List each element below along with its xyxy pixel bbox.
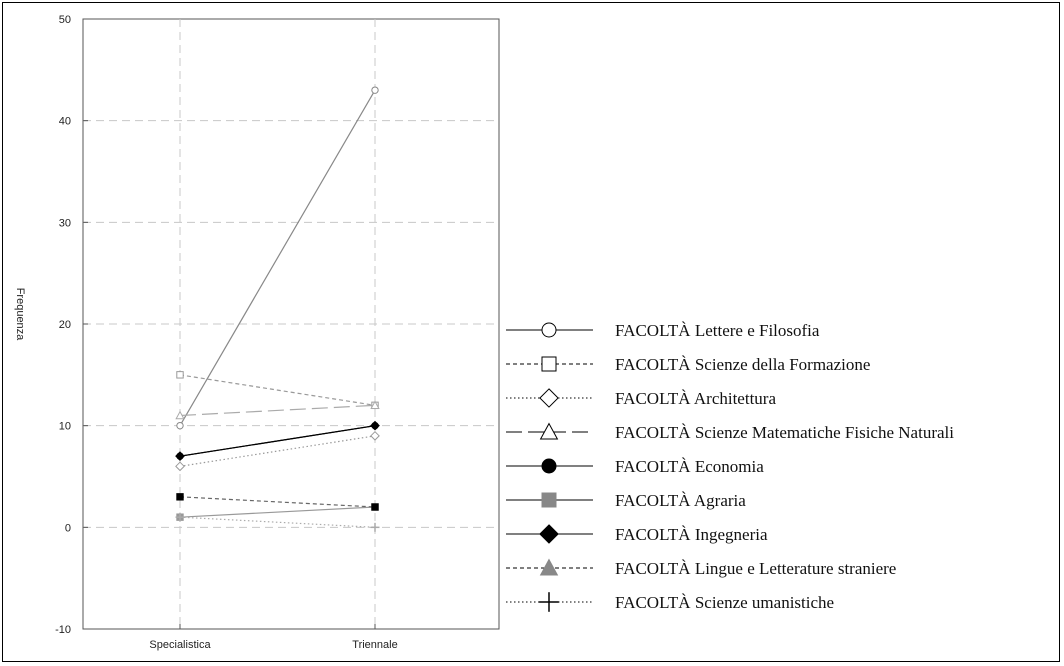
y-axis-ticks: -10 0 10 20 30 40 50 (55, 14, 88, 636)
series-3 (175, 430, 380, 472)
legend-label: FACOLTÀ Agraria (615, 491, 746, 510)
legend-label: FACOLTÀ Lingue e Letterature straniere (615, 559, 896, 578)
legend-label: FACOLTÀ Scienze della Formazione (615, 355, 870, 374)
marker-circle-open (371, 86, 379, 94)
marker-square-filled (371, 503, 379, 511)
x-axis-ticks: Specialistica Triennale (149, 624, 398, 651)
y-tick-label: -10 (55, 624, 71, 636)
series-line (179, 374, 376, 406)
marker-square-filled (541, 492, 557, 508)
line-chart: -10 0 10 20 30 40 50 Specialistica Triennale Fr… (14, 14, 954, 651)
series-line (179, 425, 376, 457)
series-8 (176, 493, 379, 511)
y-tick-label: 20 (59, 319, 71, 331)
marker-triangle-open (539, 422, 559, 440)
marker-circle-filled (541, 458, 557, 474)
series-line (179, 496, 376, 508)
series-line (179, 506, 376, 518)
series-4 (175, 400, 380, 420)
marker-diamond-filled (175, 451, 185, 462)
marker-triangle-open (175, 410, 185, 420)
legend-label: FACOLTÀ Architettura (615, 389, 776, 408)
x-tick-label: Specialistica (149, 639, 211, 651)
legend-item: FACOLTÀ Scienze umanistiche (506, 592, 834, 612)
series-line (179, 89, 376, 426)
series-layer (175, 86, 380, 532)
y-tick-label: 0 (65, 522, 71, 534)
y-tick-label: 10 (59, 421, 71, 433)
marker-diamond-filled (370, 420, 380, 431)
legend: FACOLTÀ Lettere e Filosofia FACOLTÀ Scien… (506, 321, 954, 612)
marker-plus (175, 512, 185, 522)
series-line (179, 516, 376, 528)
marker-square-filled (176, 493, 184, 501)
x-tick-label: Triennale (352, 639, 397, 651)
series-9 (175, 512, 380, 532)
legend-label: FACOLTÀ Ingegneria (615, 525, 768, 544)
y-tick-label: 40 (59, 116, 71, 128)
series-line (179, 435, 376, 467)
legend-label: FACOLTÀ Lettere e Filosofia (615, 321, 820, 340)
marker-diamond-open (539, 388, 559, 408)
series-1 (176, 86, 379, 430)
y-tick-label: 50 (59, 14, 71, 26)
marker-plus (370, 522, 380, 532)
marker-diamond-filled (539, 524, 559, 544)
legend-item: FACOLTÀ Economia (506, 457, 764, 476)
legend-item: FACOLTÀ Scienze della Formazione (506, 355, 870, 374)
marker-square-open (176, 371, 184, 379)
legend-item: FACOLTÀ Lingue e Letterature straniere (506, 558, 896, 578)
marker-circle-open (541, 322, 557, 338)
legend-item: FACOLTÀ Architettura (506, 388, 776, 408)
legend-item: FACOLTÀ Lettere e Filosofia (506, 321, 820, 340)
series-line (179, 404, 376, 417)
y-tick-label: 30 (59, 217, 71, 229)
legend-label: FACOLTÀ Scienze umanistiche (615, 593, 834, 612)
legend-label: FACOLTÀ Economia (615, 457, 764, 476)
marker-diamond-open (175, 461, 185, 472)
legend-item: FACOLTÀ Ingegneria (506, 524, 768, 544)
legend-item: FACOLTÀ Agraria (506, 491, 746, 510)
legend-item: FACOLTÀ Scienze Matematiche Fisiche Natu… (506, 422, 954, 442)
series-7 (175, 420, 380, 462)
legend-label: FACOLTÀ Scienze Matematiche Fisiche Natu… (615, 423, 954, 442)
marker-square-open (541, 356, 557, 372)
marker-plus (539, 592, 559, 612)
marker-circle-open (176, 421, 184, 430)
marker-triangle-filled (539, 558, 559, 576)
marker-diamond-open (370, 430, 380, 441)
y-axis-label: Frequenza (14, 288, 26, 341)
marker-triangle-open (370, 400, 380, 410)
